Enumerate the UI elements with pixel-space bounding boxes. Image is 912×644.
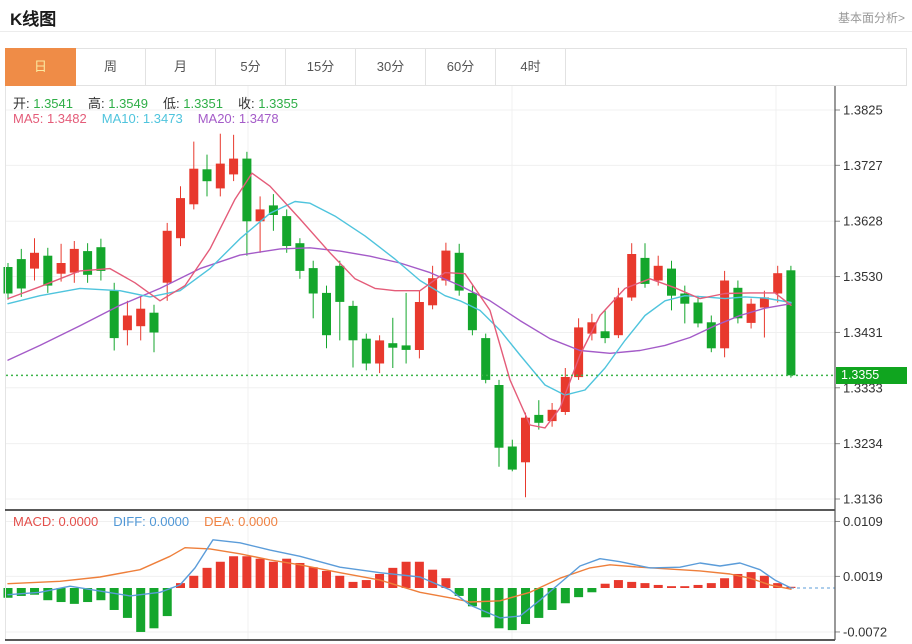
fundamental-analysis-link[interactable]: 基本面分析> [837,11,905,25]
tab-period-6[interactable]: 60分 [426,49,496,85]
svg-text:1.3530: 1.3530 [843,269,883,284]
ma-row-item-0: MA5: 1.3482 [13,111,87,126]
ohlc-row-item-0: 开: 1.3541 [13,96,73,111]
svg-text:1.3431: 1.3431 [843,325,883,340]
current-price-tag: 1.3355 [836,367,907,384]
ohlc-row-item-1: 高: 1.3549 [88,96,148,111]
svg-text:1.3825: 1.3825 [843,103,883,118]
tab-period-0[interactable]: 日 [5,48,76,86]
svg-text:1.3333: 1.3333 [843,380,883,395]
ma-readout: MA5: 1.3482 MA10: 1.3473 MA20: 1.3478 [13,111,294,126]
ohlc-readout: 开: 1.3541 高: 1.3549 低: 1.3351 收: 1.3355 [13,93,313,112]
page-title: K线图 [10,10,57,29]
svg-text:0.0109: 0.0109 [843,514,883,529]
ohlc-row-item-2: 低: 1.3351 [163,96,223,111]
tab-period-7[interactable]: 4时 [496,49,566,85]
tab-period-2[interactable]: 月 [146,49,216,85]
tab-period-3[interactable]: 5分 [216,49,286,85]
ma-row-item-2: MA20: 1.3478 [197,111,279,126]
tab-period-5[interactable]: 30分 [356,49,426,85]
svg-text:1.3234: 1.3234 [843,436,883,451]
macd-row-item-1: DIFF: 0.0000 [113,514,190,529]
macd-row-item-2: DEA: 0.0000 [204,514,278,529]
svg-text:1.3628: 1.3628 [843,214,883,229]
svg-text:1.3727: 1.3727 [843,158,883,173]
tab-period-1[interactable]: 周 [76,49,146,85]
ohlc-row-item-3: 收: 1.3355 [238,96,298,111]
page-header: K线图 基本面分析> [0,0,912,32]
svg-text:1.3136: 1.3136 [843,492,883,507]
macd-row-item-0: MACD: 0.0000 [13,514,99,529]
svg-text:0.0019: 0.0019 [843,569,883,584]
svg-text:-0.0072: -0.0072 [843,624,887,639]
ma-row-item-1: MA10: 1.3473 [101,111,183,126]
tab-period-4[interactable]: 15分 [286,49,356,85]
macd-readout: MACD: 0.0000 DIFF: 0.0000 DEA: 0.0000 [13,514,293,529]
period-tab-bar: 日周月 5分 15分 30分 60分 4时 [5,48,907,86]
